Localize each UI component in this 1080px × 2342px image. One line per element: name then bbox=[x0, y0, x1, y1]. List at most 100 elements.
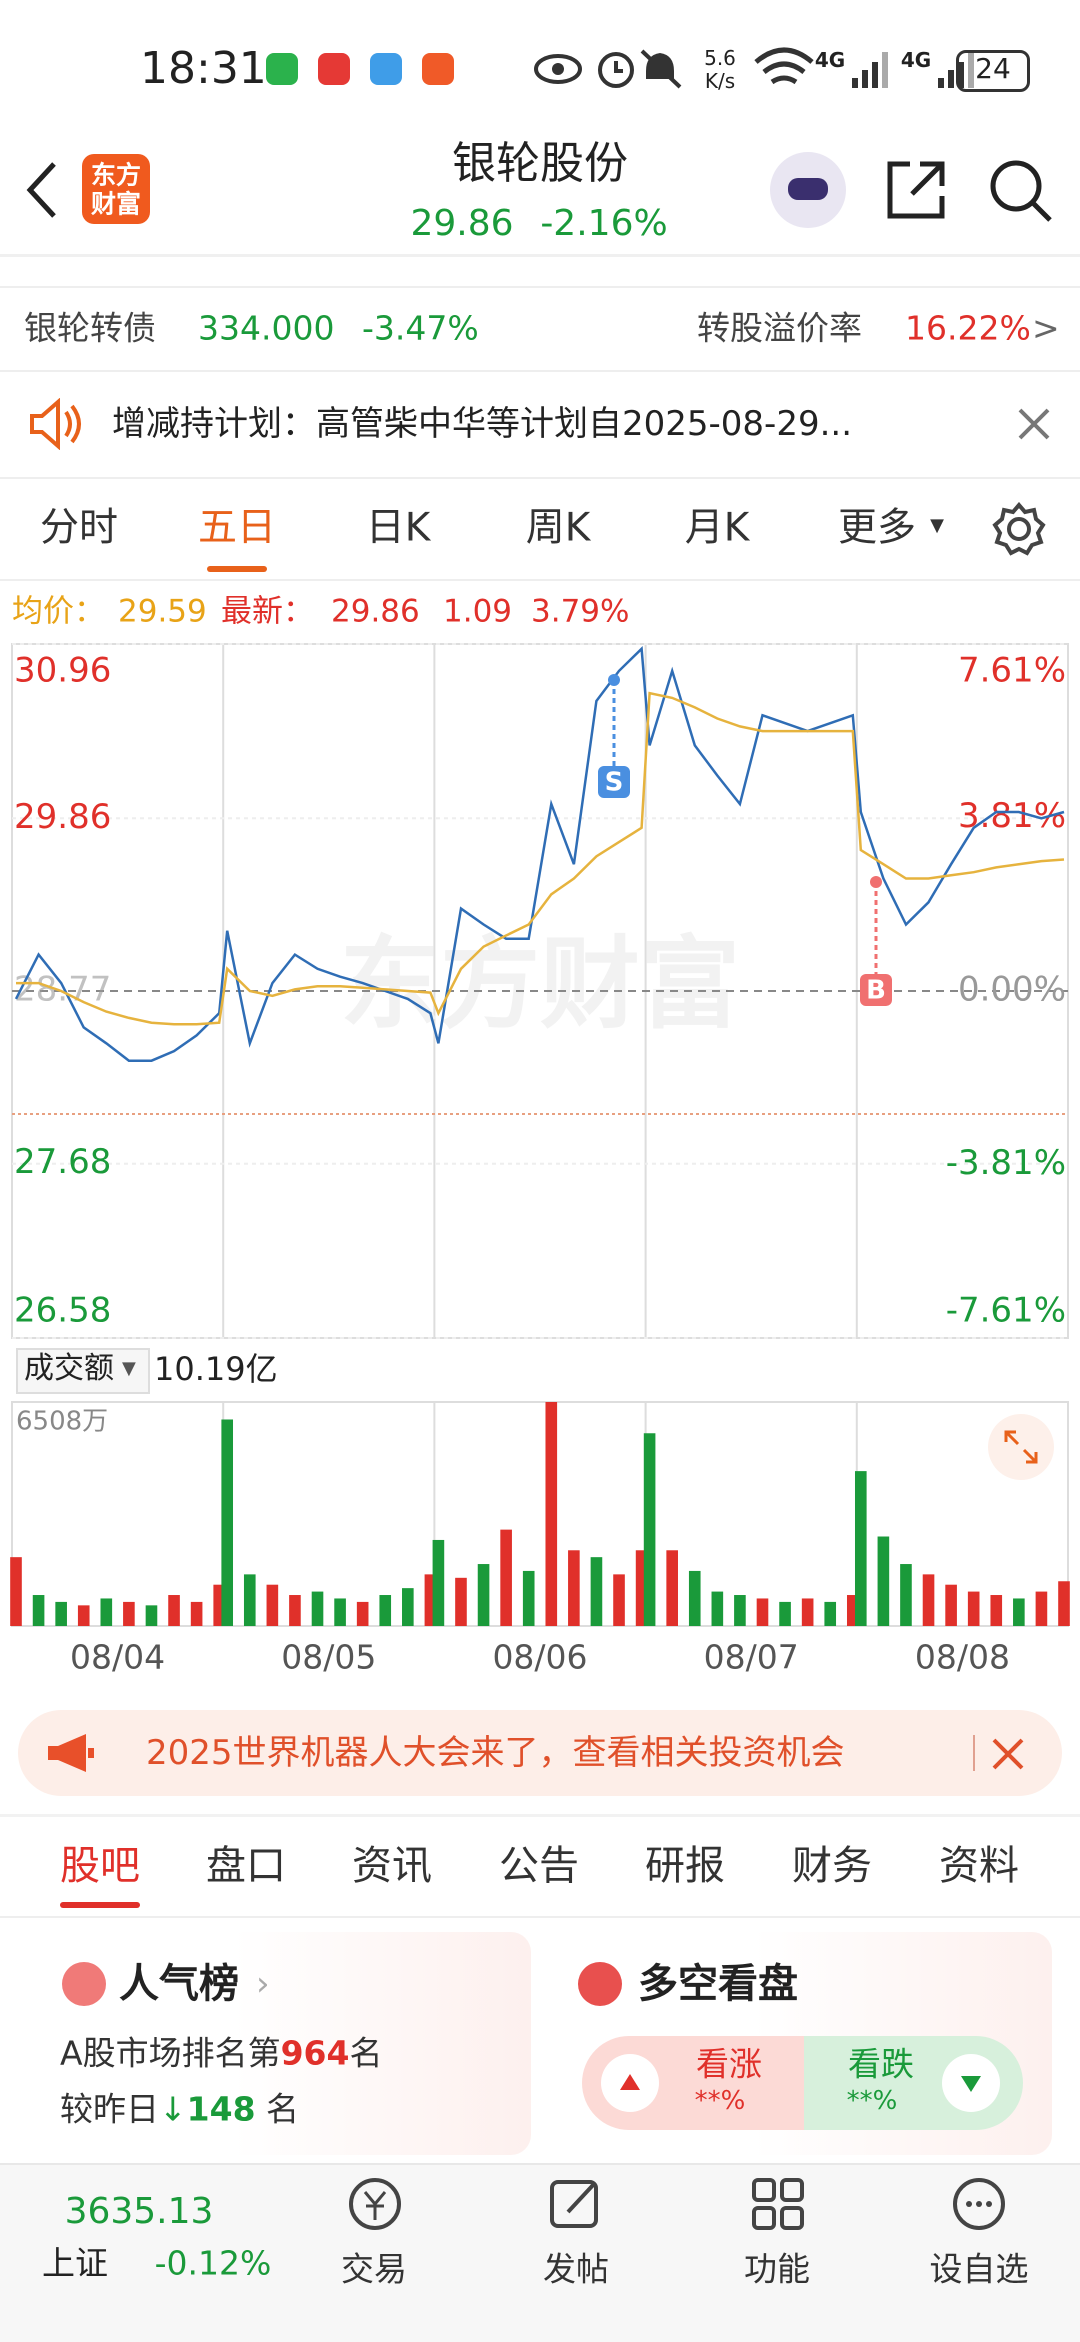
volume-bar bbox=[311, 1591, 324, 1626]
volume-bar bbox=[424, 1574, 437, 1626]
expand-button[interactable] bbox=[988, 1414, 1054, 1480]
last-pct: 3.79% bbox=[531, 593, 630, 630]
x-tick-label: 08/06 bbox=[492, 1638, 587, 1677]
down-triangle bbox=[961, 2076, 981, 2092]
down-arrow: ↓ bbox=[159, 2089, 187, 2129]
info-tab[interactable]: 盘口 bbox=[206, 1843, 286, 1889]
avatar-face bbox=[788, 178, 828, 200]
status-icons bbox=[534, 49, 682, 89]
info-tab[interactable]: 资料 bbox=[939, 1843, 1019, 1889]
notice-text[interactable]: 增减持计划：高管柴中华等计划自2025-08-29... bbox=[112, 404, 853, 444]
x-tick-label: 08/07 bbox=[704, 1638, 799, 1677]
share-button[interactable] bbox=[884, 158, 948, 222]
rank-value: 964 bbox=[280, 2033, 350, 2073]
chart-tab[interactable]: 周K bbox=[525, 505, 591, 551]
volume-bar bbox=[877, 1536, 890, 1626]
sentiment-title: 多空看盘 bbox=[638, 1961, 798, 2007]
expand-icon bbox=[1004, 1430, 1038, 1464]
x-tick-label: 08/04 bbox=[70, 1638, 165, 1677]
y-tick-label: 30.96 bbox=[14, 651, 111, 691]
volume-bar bbox=[846, 1595, 859, 1626]
nav-item[interactable]: 发帖 bbox=[543, 2249, 609, 2289]
chart-tab[interactable]: 日K bbox=[365, 505, 431, 551]
bull-pct: **% bbox=[694, 2086, 746, 2116]
settings-button[interactable] bbox=[992, 502, 1046, 556]
bear-pct: **% bbox=[846, 2086, 898, 2116]
volume-bar bbox=[123, 1601, 135, 1626]
nav-item[interactable]: 功能 bbox=[744, 2249, 810, 2289]
dropdown-arrow: ▼ bbox=[930, 515, 944, 536]
info-tab[interactable]: 公告 bbox=[499, 1843, 579, 1889]
volume-bar bbox=[100, 1598, 113, 1626]
volume-bar bbox=[455, 1577, 467, 1626]
chart-tab[interactable]: 更多 bbox=[837, 505, 917, 551]
volume-selector[interactable] bbox=[16, 1348, 150, 1394]
back-button[interactable] bbox=[22, 160, 62, 220]
battery bbox=[956, 50, 1030, 92]
app-logo bbox=[82, 154, 150, 224]
battery-level: 24 bbox=[975, 52, 1011, 85]
volume-bar bbox=[613, 1574, 625, 1626]
info-tab[interactable]: 财务 bbox=[792, 1843, 872, 1889]
volume-bar bbox=[500, 1529, 512, 1626]
banner-close[interactable] bbox=[992, 1738, 1024, 1770]
bond-change: -3.47% bbox=[362, 308, 479, 348]
net-speed: 5.6 bbox=[704, 46, 736, 70]
tab-underline bbox=[207, 566, 267, 572]
change-prefix: 较昨日 bbox=[60, 2089, 159, 2129]
banner-text[interactable]: 2025世界机器人大会来了，查看相关投资机会 bbox=[146, 1733, 845, 1773]
x-tick-label: 08/08 bbox=[915, 1638, 1010, 1677]
volume-bar bbox=[900, 1564, 912, 1626]
divider bbox=[0, 370, 1080, 372]
search-button[interactable] bbox=[988, 158, 1054, 224]
logo-text: 东方 bbox=[90, 160, 142, 190]
divider bbox=[0, 254, 1080, 257]
signal-label: 4G bbox=[814, 48, 846, 72]
wechat-icon bbox=[266, 53, 298, 85]
volume-bar bbox=[545, 1402, 558, 1626]
chart-tab[interactable]: 分时 bbox=[39, 505, 119, 551]
index-name: 上证 bbox=[42, 2243, 108, 2283]
info-tab[interactable]: 资讯 bbox=[352, 1843, 432, 1889]
y2-tick-label: -3.81% bbox=[946, 1143, 1066, 1183]
info-tab[interactable]: 研报 bbox=[645, 1843, 725, 1889]
index-value[interactable]: 3635.13 bbox=[64, 2191, 214, 2232]
popularity-card[interactable] bbox=[36, 1932, 531, 2155]
y-tick-label: 27.68 bbox=[14, 1142, 111, 1182]
chart-tab[interactable]: 五日 bbox=[197, 505, 277, 551]
marker-label: S bbox=[605, 768, 624, 798]
volume-bar bbox=[854, 1471, 867, 1626]
volume-bar bbox=[213, 1584, 226, 1626]
volume-bar bbox=[1035, 1591, 1048, 1626]
banner[interactable] bbox=[18, 1710, 1062, 1796]
up-triangle bbox=[620, 2074, 640, 2090]
info-tab[interactable]: 股吧 bbox=[60, 1843, 140, 1889]
volume-bar bbox=[243, 1574, 256, 1626]
weather-icon bbox=[370, 53, 402, 85]
volume-bar bbox=[145, 1605, 158, 1626]
change-value: 148 bbox=[186, 2089, 256, 2129]
banner-separator bbox=[973, 1735, 975, 1771]
volume-bar bbox=[221, 1419, 234, 1626]
chart-tab[interactable]: 月K bbox=[684, 505, 750, 551]
y2-tick-label: -7.61% bbox=[946, 1291, 1066, 1331]
volume-bar bbox=[334, 1598, 346, 1626]
premium-arrow[interactable]: > bbox=[1032, 308, 1060, 348]
volume-bar bbox=[10, 1557, 22, 1626]
avg-price: 29.59 bbox=[118, 593, 207, 630]
nav-item[interactable]: 设自选 bbox=[929, 2249, 1029, 2289]
nav-item[interactable]: 交易 bbox=[341, 2249, 407, 2289]
volume-bar bbox=[289, 1595, 301, 1626]
change-suffix: 名 bbox=[266, 2089, 300, 2129]
divider bbox=[0, 1916, 1080, 1918]
volume-bar bbox=[779, 1601, 791, 1626]
signal-label: 4G bbox=[900, 48, 932, 72]
notice-close[interactable] bbox=[1018, 408, 1050, 440]
volume-label: 成交额 bbox=[24, 1351, 114, 1386]
volume-bar bbox=[922, 1574, 935, 1626]
bottom-nav bbox=[0, 2163, 1080, 2342]
divider bbox=[0, 477, 1080, 479]
volume-bar bbox=[734, 1595, 746, 1626]
volume-bar bbox=[801, 1598, 814, 1626]
trade-icon bbox=[349, 2178, 401, 2230]
